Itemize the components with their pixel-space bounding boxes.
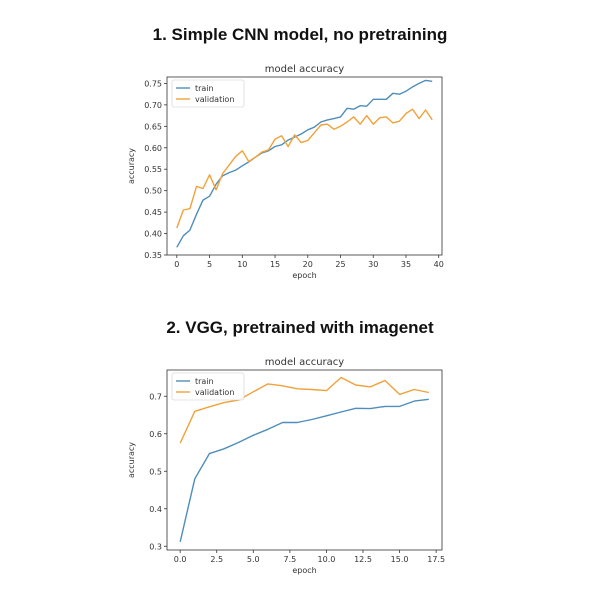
chart1-y-tick-label: 0.35 bbox=[144, 251, 162, 260]
chart2-x-tick-label: 0.0 bbox=[174, 555, 187, 564]
chart2-title: model accuracy bbox=[265, 357, 345, 368]
chart2-series-train-line bbox=[179, 398, 429, 542]
chart1-x-tick-label: 25 bbox=[335, 260, 345, 269]
chart1-x-tick-label: 0 bbox=[174, 260, 179, 269]
chart2-x-tick-label: 15.0 bbox=[391, 555, 409, 564]
chart2-y-axis-label: accuracy bbox=[127, 442, 136, 478]
chart2-legend-label-train: train bbox=[195, 377, 214, 386]
chart2-heading: 2. VGG, pretrained with imagenet bbox=[166, 318, 434, 337]
chart2-legend-label-validation: validation bbox=[195, 388, 234, 397]
chart1-y-tick-label: 0.70 bbox=[144, 101, 162, 110]
chart1-x-tick-label: 30 bbox=[368, 260, 378, 269]
chart2-x-tick-label: 2.5 bbox=[210, 555, 223, 564]
chart1-x-axis-label: epoch bbox=[292, 271, 316, 280]
chart2-x-tick-label: 12.5 bbox=[354, 555, 372, 564]
chart1-y-tick-label: 0.40 bbox=[144, 230, 162, 239]
chart2-y-tick-label: 0.4 bbox=[149, 505, 162, 514]
chart2-legend-box bbox=[171, 372, 245, 401]
chart2-x-tick-label: 5.0 bbox=[247, 555, 260, 564]
chart2-y-tick-label: 0.3 bbox=[149, 542, 162, 551]
chart2-x-tick-label: 7.5 bbox=[284, 555, 297, 564]
chart1-x-tick-label: 40 bbox=[434, 260, 444, 269]
chart2-x-axis-label: epoch bbox=[292, 566, 316, 575]
chart2-y-tick-label: 0.5 bbox=[149, 467, 162, 476]
chart1-series-validation-line bbox=[176, 108, 433, 229]
chart1-x-tick-label: 35 bbox=[401, 260, 411, 269]
chart1-x-tick-label: 10 bbox=[237, 260, 247, 269]
chart1-x-tick-label: 20 bbox=[303, 260, 313, 269]
chart2-x-tick-label: 10.0 bbox=[318, 555, 336, 564]
chart1-plot-frame bbox=[166, 76, 443, 256]
chart1-y-tick-label: 0.60 bbox=[144, 144, 162, 153]
chart2-plot-frame bbox=[166, 369, 443, 551]
chart1-x-tick-label: 15 bbox=[270, 260, 280, 269]
chart1-y-axis-label: accuracy bbox=[127, 148, 136, 184]
chart2-y-tick-label: 0.6 bbox=[149, 430, 162, 439]
chart1-y-tick-label: 0.55 bbox=[144, 165, 162, 174]
chart1-y-tick-label: 0.50 bbox=[144, 187, 162, 196]
chart1-legend-label-train: train bbox=[195, 84, 214, 93]
chart1-x-tick-label: 5 bbox=[207, 260, 212, 269]
chart1-y-tick-label: 0.65 bbox=[144, 122, 162, 131]
chart1-legend-box bbox=[171, 79, 245, 108]
chart1-y-tick-label: 0.75 bbox=[144, 79, 162, 88]
chart2-series-validation-line bbox=[179, 376, 429, 444]
chart1-legend-label-validation: validation bbox=[195, 95, 234, 104]
chart2-y-tick-label: 0.7 bbox=[149, 392, 162, 401]
chart1-title: model accuracy bbox=[265, 64, 345, 75]
chart2-x-tick-label: 17.5 bbox=[427, 555, 445, 564]
chart1-heading: 1. Simple CNN model, no pretraining bbox=[152, 25, 448, 44]
chart1-y-tick-label: 0.45 bbox=[144, 208, 162, 217]
